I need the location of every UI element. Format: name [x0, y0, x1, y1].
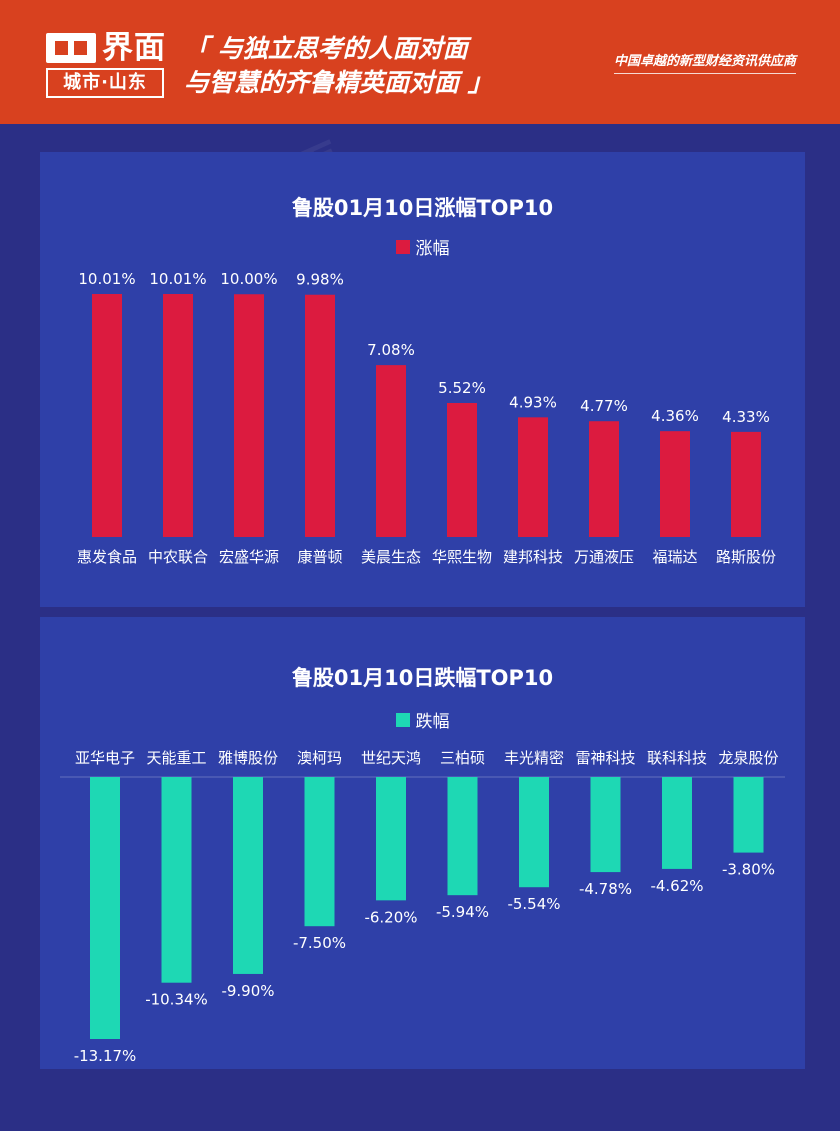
bar [733, 777, 764, 853]
data-label: 10.00% [220, 270, 277, 288]
category-label: 天能重工 [146, 749, 206, 767]
data-label: -4.62% [650, 877, 703, 895]
chart-legend: 跌幅 [40, 707, 805, 732]
losers-bar-chart: -13.17% 亚华电子 -10.34% 天能重工 -9.90% 雅博股份 -7.50% 澳柯… [60, 749, 785, 1065]
category-label: 万通液压 [574, 548, 634, 566]
category-label: 路斯股份 [716, 548, 776, 566]
chart-title: 鲁股01月10日跌幅TOP10 [291, 666, 554, 690]
data-label: -5.54% [507, 895, 560, 913]
bar [518, 417, 548, 537]
bar [376, 777, 406, 901]
bar [234, 294, 264, 537]
category-label: 雷神科技 [575, 749, 635, 767]
data-label: 5.52% [438, 379, 486, 397]
brand-subtitle: 城市·山东 [46, 68, 164, 98]
data-label: 9.98% [296, 271, 344, 289]
category-label: 亚华电子 [75, 749, 135, 767]
data-label: 10.01% [78, 270, 135, 288]
brand-name: 界面 [102, 30, 166, 66]
bar [376, 365, 406, 537]
bar [92, 294, 122, 537]
data-label: -6.20% [364, 908, 417, 926]
slogan-line-2: 与智慧的齐鲁精英面对面 」 [184, 68, 493, 97]
bar [447, 777, 478, 896]
bar [163, 294, 193, 537]
chart-legend: 涨幅 [40, 234, 805, 259]
header-banner: 界面 城市·山东 「 与独立思考的人面对面 与智慧的齐鲁精英面对面 」 中国卓越… [0, 0, 840, 124]
bar [305, 294, 335, 537]
chart-title: 鲁股01月10日涨幅TOP10 [291, 196, 554, 220]
data-label: -5.94% [436, 903, 489, 921]
data-label: -9.90% [221, 982, 274, 1000]
legend-swatch [395, 239, 410, 254]
data-label: 7.08% [367, 341, 415, 359]
bar [304, 777, 335, 927]
losers-chart-panel: 鲁股01月10日跌幅TOP10 跌幅 -13.17% 亚华电子 -10.34% 天能重… [40, 617, 805, 1069]
category-label: 丰光精密 [504, 749, 564, 767]
category-label: 联科科技 [647, 749, 707, 767]
legend-swatch [395, 712, 410, 727]
bar [447, 402, 477, 537]
gainers-bar-chart: 10.01% 惠发食品 10.01% 中农联合 10.00% 宏盛华源 9.98% 康普顿 7.… [77, 270, 776, 566]
bar [161, 777, 192, 983]
category-label: 中农联合 [148, 548, 208, 566]
data-label: 4.36% [651, 407, 699, 425]
category-label: 世纪天鸿 [361, 749, 421, 767]
legend-label: 跌幅 [415, 712, 450, 732]
data-label: -3.80% [722, 861, 775, 879]
category-label: 惠发食品 [77, 548, 137, 566]
brand-logo: 界面 [46, 30, 166, 66]
slogan-line-1: 「 与独立思考的人面对面 [184, 34, 468, 63]
gainers-chart-panel: 鲁股01月10日涨幅TOP10 涨幅 10.01% 惠发食品 10.01% 中农联合 1… [40, 152, 805, 607]
bar [660, 431, 690, 537]
data-label: 10.01% [149, 270, 206, 288]
data-label: -4.78% [579, 880, 632, 898]
data-label: 4.77% [580, 397, 628, 415]
bar [233, 777, 263, 974]
legend-label: 涨幅 [415, 239, 450, 259]
data-label: 4.33% [722, 408, 770, 426]
category-label: 宏盛华源 [219, 548, 279, 566]
category-label: 澳柯玛 [297, 749, 342, 767]
data-label: 4.93% [509, 393, 557, 411]
category-label: 建邦科技 [503, 548, 563, 566]
category-label: 康普顿 [297, 548, 342, 566]
bar [731, 431, 761, 537]
bar [589, 421, 619, 537]
category-label: 华熙生物 [432, 548, 492, 566]
category-label: 福瑞达 [652, 548, 697, 566]
category-label: 三柏硕 [440, 749, 485, 767]
bar [90, 777, 120, 1039]
bar [590, 777, 621, 873]
bar [519, 777, 549, 888]
data-label: -7.50% [293, 934, 346, 952]
data-label: -10.34% [145, 991, 208, 1009]
category-label: 龙泉股份 [718, 749, 778, 767]
category-label: 雅博股份 [218, 749, 278, 767]
tagline: 中国卓越的新型财经资讯供应商 [613, 50, 796, 74]
slogan: 「 与独立思考的人面对面 与智慧的齐鲁精英面对面 」 [184, 32, 493, 100]
bar [662, 777, 692, 869]
brand-logo-icon [46, 33, 96, 63]
category-label: 美晨生态 [361, 548, 421, 566]
data-label: -13.17% [74, 1047, 137, 1065]
